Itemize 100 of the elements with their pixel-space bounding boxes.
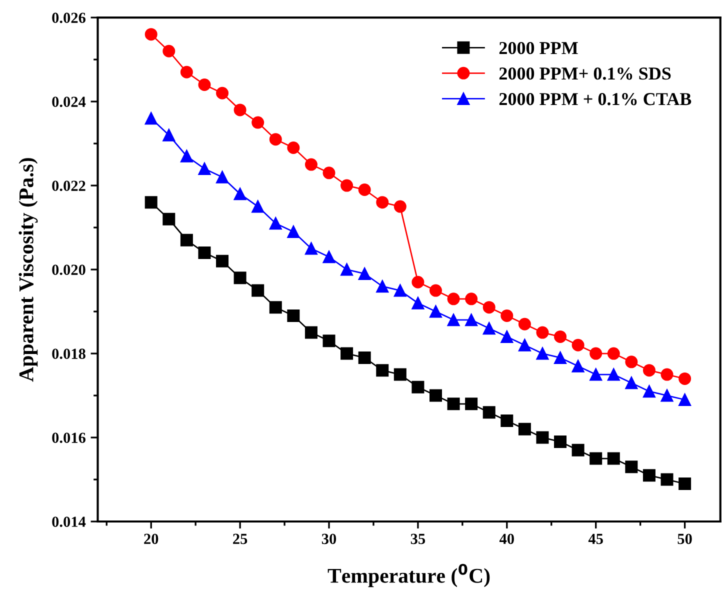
- x-tick-label: 50: [678, 534, 692, 544]
- point: [358, 351, 371, 364]
- point: [394, 368, 406, 381]
- point: [660, 368, 674, 381]
- point: [429, 389, 442, 402]
- point: [447, 314, 460, 326]
- point: [572, 360, 584, 372]
- point: [518, 338, 531, 352]
- x-tick-label: 20: [144, 534, 158, 544]
- legend-label: 2000 PPM: [499, 42, 578, 54]
- y-tick-label: 0.020: [52, 264, 86, 276]
- point: [340, 179, 354, 192]
- point: [252, 284, 264, 297]
- y-tick-label: 0.014: [52, 516, 86, 528]
- point: [144, 112, 158, 125]
- point: [660, 389, 674, 402]
- point: [304, 326, 318, 339]
- point: [180, 66, 193, 78]
- point: [269, 133, 282, 146]
- point: [287, 225, 300, 238]
- point: [429, 305, 442, 318]
- point: [340, 263, 354, 276]
- point: [554, 351, 567, 364]
- point: [465, 292, 478, 306]
- point: [376, 196, 389, 209]
- point: [518, 318, 531, 330]
- point: [376, 280, 389, 293]
- point: [198, 162, 211, 175]
- point: [554, 330, 567, 343]
- point: [482, 301, 496, 314]
- point: [678, 393, 692, 406]
- point: [198, 246, 211, 259]
- point: [322, 250, 336, 264]
- legend-label: 2000 PPM+ 0.1% SDS: [499, 68, 671, 80]
- point: [500, 309, 514, 322]
- point: [144, 28, 158, 41]
- point: [162, 212, 176, 226]
- point: [340, 347, 354, 360]
- point: [252, 200, 264, 213]
- point: [322, 334, 336, 348]
- point: [234, 104, 246, 116]
- point: [607, 452, 620, 465]
- point: [180, 234, 193, 246]
- point: [447, 398, 460, 410]
- point: [500, 414, 514, 427]
- point: [642, 469, 656, 482]
- point: [269, 301, 282, 314]
- y-tick-label: 0.016: [52, 432, 86, 444]
- point: [590, 452, 602, 465]
- point: [500, 330, 514, 343]
- point: [625, 460, 638, 474]
- y-tick-label: 0.018: [52, 348, 86, 360]
- point: [536, 347, 549, 360]
- y-tick-label: 0.024: [52, 96, 86, 108]
- point: [287, 141, 300, 154]
- point: [216, 170, 229, 184]
- point: [304, 158, 318, 171]
- x-tick-label: 35: [410, 534, 426, 544]
- point: [394, 284, 406, 297]
- point: [429, 284, 442, 297]
- x-tick-label: 30: [322, 534, 336, 544]
- x-tick-label: 25: [233, 534, 248, 544]
- point: [269, 217, 282, 230]
- point: [376, 364, 389, 377]
- point: [412, 380, 424, 394]
- x-tick-label: 40: [499, 534, 514, 544]
- point: [607, 368, 620, 381]
- point: [447, 292, 460, 306]
- point: [625, 356, 638, 368]
- point: [358, 183, 371, 196]
- legend-label: 2000 PPM + 0.1% CTAB: [499, 93, 692, 106]
- point: [465, 314, 478, 326]
- point: [180, 150, 193, 162]
- y-tick-label: 0.026: [52, 12, 86, 24]
- point: [678, 372, 692, 385]
- point: [144, 196, 158, 209]
- x-axis-title: Temperature ($^{0}$C): [328, 564, 490, 588]
- point: [198, 78, 211, 91]
- point: [660, 473, 674, 486]
- x-tick-label: 45: [588, 534, 603, 544]
- point: [625, 376, 638, 390]
- point: [358, 267, 371, 280]
- point: [518, 422, 531, 436]
- point: [642, 385, 656, 398]
- point: [394, 200, 406, 213]
- point: [642, 364, 656, 377]
- point: [678, 477, 692, 490]
- point: [536, 431, 549, 444]
- point: [252, 116, 264, 129]
- point: [162, 44, 176, 58]
- point: [412, 276, 424, 288]
- point: [234, 272, 246, 284]
- point: [482, 322, 496, 335]
- y-axis-title: Apparent Viscosity (Pa.s): [18, 158, 38, 382]
- y-tick-label: 0.022: [52, 180, 86, 192]
- point: [162, 128, 176, 142]
- point: [572, 444, 584, 456]
- point: [554, 435, 567, 448]
- point: [590, 368, 602, 381]
- point: [234, 188, 246, 200]
